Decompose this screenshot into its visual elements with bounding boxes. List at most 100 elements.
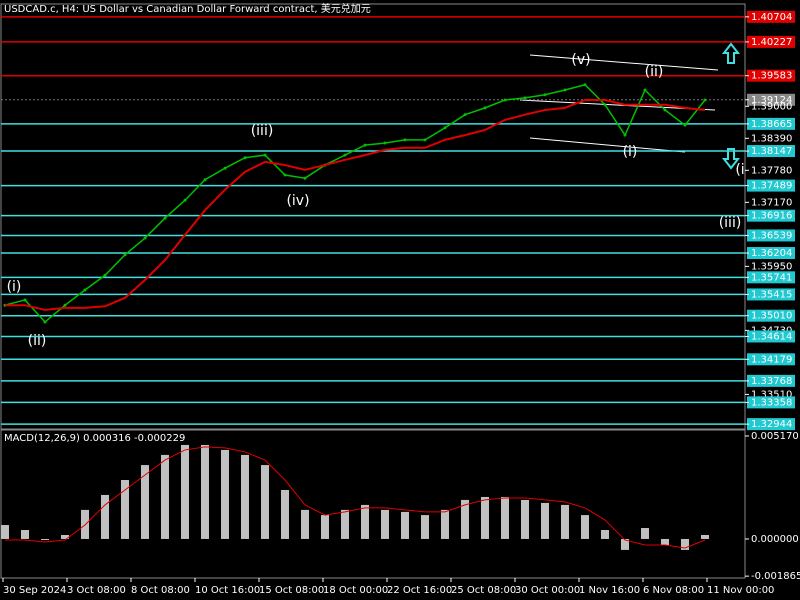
price-series	[4, 83, 706, 324]
price-point	[143, 236, 147, 240]
macd-bar	[461, 499, 469, 539]
macd-bar	[301, 509, 309, 539]
macd-bar	[21, 530, 29, 539]
y-tick-label: 1.35950	[751, 261, 792, 272]
price-point	[343, 153, 347, 157]
macd-bar	[501, 496, 509, 539]
price-point	[103, 273, 107, 277]
wave-label: (i	[735, 162, 744, 178]
price-point	[263, 153, 267, 157]
price-label-box	[747, 93, 795, 106]
macd-bar	[601, 530, 609, 539]
y-tick-label: 1.36539	[751, 230, 792, 241]
y-tick-label: 1.39583	[751, 71, 792, 82]
y-tick-label: 1.40227	[751, 37, 792, 48]
y-tick-label: 0.000000	[751, 534, 799, 545]
wave-label: (ii)	[28, 333, 47, 349]
x-tick-label: 11 Nov 00:00	[707, 585, 774, 596]
price-point	[283, 173, 287, 177]
x-tick-label: 3 Oct 08:00	[67, 585, 126, 596]
price-label-box	[747, 247, 795, 260]
price-point	[583, 83, 587, 87]
price-point	[603, 103, 607, 107]
y-tick-label: 0.005170	[751, 431, 799, 442]
macd-bar	[381, 509, 389, 539]
price-label-box	[747, 418, 795, 431]
y-tick-label: 1.35741	[751, 272, 792, 283]
y-tick-label: 1.36204	[751, 248, 792, 259]
x-tick-label: 15 Oct 08:00	[259, 585, 324, 596]
macd-bar	[521, 499, 529, 539]
price-point	[383, 141, 387, 145]
price-point	[483, 106, 487, 110]
price-point	[503, 98, 507, 102]
price-point	[703, 98, 707, 102]
price-label-box	[747, 69, 795, 82]
price-point	[423, 138, 427, 142]
price-point	[363, 143, 367, 147]
channel-line	[529, 54, 719, 71]
macd-bar	[161, 454, 169, 539]
macd-bar	[421, 515, 429, 539]
price-point	[243, 156, 247, 160]
price-point	[523, 96, 527, 100]
macd-bar	[701, 534, 709, 539]
price-label-box	[747, 288, 795, 301]
price-label-box	[747, 10, 795, 23]
price-label-box	[747, 179, 795, 192]
price-label-box	[747, 229, 795, 242]
wave-label: (iii)	[251, 123, 274, 139]
y-tick-label: 1.38665	[751, 119, 792, 130]
macd-bar	[101, 494, 109, 539]
wave-label: (iii)	[719, 215, 742, 231]
macd-bar	[41, 538, 49, 540]
price-point	[623, 133, 627, 137]
price-label-box	[747, 209, 795, 222]
x-tick-label: 8 Oct 08:00	[131, 585, 190, 596]
macd-bar	[581, 515, 589, 539]
price-point	[643, 88, 647, 92]
macd-bar	[641, 528, 649, 539]
price-label-box	[747, 396, 795, 409]
x-tick-label: 6 Nov 08:00	[643, 585, 704, 596]
price-point	[23, 298, 27, 302]
macd-bar	[441, 509, 449, 539]
macd-bar	[681, 538, 689, 550]
channel-line	[529, 137, 686, 153]
price-point	[83, 288, 87, 292]
y-tick-label: 1.37489	[751, 181, 792, 192]
price-series	[5, 98, 706, 311]
wave-label: (iv)	[286, 193, 309, 209]
y-tick-label: 1.33510	[751, 389, 792, 400]
price-label-box	[747, 35, 795, 48]
price-point	[443, 126, 447, 130]
macd-bar	[61, 534, 69, 539]
y-tick-label: 1.33768	[751, 376, 792, 387]
price-point	[463, 113, 467, 117]
macd-bar	[121, 480, 129, 539]
y-tick-label: 1.37170	[751, 197, 792, 208]
price-label-box	[747, 330, 795, 343]
x-tick-label: 10 Oct 16:00	[195, 585, 260, 596]
signal-line	[5, 446, 706, 549]
macd-bar	[241, 454, 249, 539]
price-label-box	[747, 353, 795, 366]
macd-bar	[141, 465, 149, 539]
price-label-box	[747, 374, 795, 387]
price-point	[223, 166, 227, 170]
chart-title: USDCAD.c, H4: US Dollar vs Canadian Doll…	[4, 2, 371, 15]
wave-label: (i)	[623, 144, 638, 160]
macd-bar	[201, 444, 209, 539]
y-tick-label: 1.38390	[751, 133, 792, 144]
macd-bar	[281, 489, 289, 539]
macd-bar	[661, 538, 669, 545]
price-point	[683, 123, 687, 127]
wave-label: (i)	[7, 279, 22, 295]
price-point	[183, 198, 187, 202]
x-tick-label: 30 Sep 2024	[3, 585, 66, 596]
x-tick-label: 1 Nov 16:00	[579, 585, 640, 596]
price-point	[203, 178, 207, 182]
price-point	[563, 88, 567, 92]
